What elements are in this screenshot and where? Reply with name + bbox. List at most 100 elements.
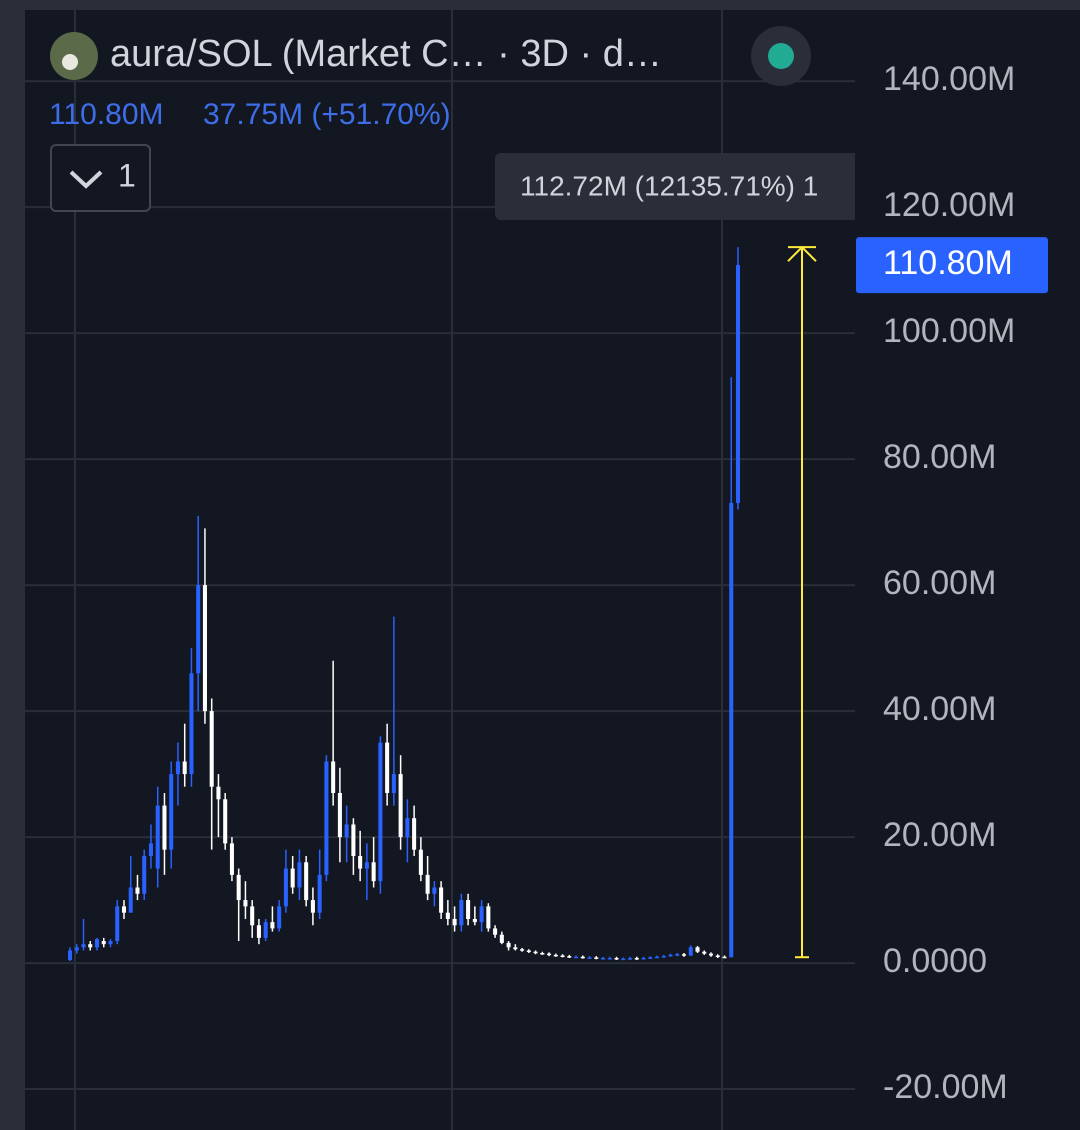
candle-body [243, 900, 248, 907]
candle-body [486, 906, 491, 929]
candle-body [702, 951, 707, 954]
candle-body [439, 887, 444, 913]
candle-body [553, 954, 558, 957]
candle-body [445, 912, 450, 919]
candle-body [601, 958, 606, 960]
candle-body [229, 843, 234, 875]
candle-body [169, 774, 174, 850]
candle-body [351, 824, 356, 856]
candle-body [715, 955, 720, 958]
candle-body [695, 947, 700, 952]
candle-body [189, 673, 194, 775]
candle-body [560, 955, 565, 958]
candle-body [223, 799, 228, 844]
indicator-count: 1 [118, 157, 136, 193]
candle-body [256, 925, 261, 938]
price-tag [856, 237, 1048, 294]
candle-body [142, 855, 147, 894]
candle-body [580, 956, 585, 959]
candle-body [88, 944, 93, 948]
candle-body [688, 947, 693, 956]
candle-body [331, 761, 336, 793]
candle-body [614, 958, 619, 960]
candle-body [418, 849, 423, 875]
overlay [787, 245, 817, 959]
candle-body [493, 928, 498, 935]
status-dot [768, 43, 794, 69]
candle-body [108, 941, 113, 945]
candle-body [121, 906, 127, 913]
candle-body [74, 947, 79, 951]
candle-body [681, 954, 687, 956]
candle-body [304, 862, 309, 901]
candle-body [290, 868, 295, 888]
tooltip-text: 112.72M (12135.71%) 1 [520, 170, 818, 201]
candle-body [196, 585, 201, 674]
candle-body [115, 906, 120, 942]
candle-body [364, 862, 369, 869]
candle-body [209, 711, 214, 787]
candle-body [708, 953, 714, 956]
price-tag-label: 110.80M [883, 244, 1013, 282]
grid [25, 80, 855, 1091]
candle-body [533, 951, 538, 954]
indicator-toggle[interactable] [50, 144, 151, 212]
candle-body [655, 956, 660, 959]
chevron-icon [69, 170, 103, 189]
candle-body [729, 502, 734, 958]
candle-body [412, 818, 417, 850]
candle-body [337, 792, 342, 838]
candle-body [634, 958, 639, 960]
y-tick-label: 20.00M [883, 816, 996, 854]
candle-body [513, 947, 518, 950]
y-tick-label: -20.00M [883, 1068, 1008, 1106]
candle-body [148, 843, 153, 856]
candle-body [67, 950, 73, 960]
candle-body [506, 942, 511, 948]
candle-body [668, 954, 673, 957]
candle-body [344, 824, 349, 838]
candle-body [371, 862, 376, 882]
candle-body [81, 944, 86, 948]
candle-body [641, 958, 646, 960]
candle-body [236, 874, 241, 901]
candle-body [648, 957, 653, 959]
candle-body [202, 585, 207, 712]
candle-body [540, 952, 545, 955]
y-tick-label: 40.00M [883, 690, 996, 728]
candle-body [452, 918, 457, 926]
candle-body [520, 949, 525, 951]
candle-body [675, 954, 680, 956]
candle-body [574, 956, 579, 959]
scale-divider [855, 10, 857, 1130]
candle-body [263, 922, 268, 938]
candle-body [587, 957, 592, 959]
y-tick-label: 140.00M [883, 60, 1015, 98]
y-tick-label: 0.0000 [883, 942, 987, 980]
candle-body [594, 957, 599, 959]
candle-body [162, 805, 167, 850]
candle-body [182, 761, 187, 775]
candle-body [391, 774, 396, 793]
candle-body [526, 950, 531, 952]
candle-body [621, 958, 626, 961]
legend-change: 37.75M (+51.70%) [203, 98, 451, 131]
symbol-avatar-detail [62, 54, 78, 70]
y-tick-label: 100.00M [883, 312, 1015, 350]
candle-body [499, 934, 504, 943]
candle-body [479, 906, 484, 923]
candle-body [378, 742, 383, 882]
candle-body [459, 900, 464, 926]
candle-body [385, 742, 390, 793]
candle-body [128, 887, 133, 913]
candle-body [310, 900, 315, 913]
candle-body [317, 874, 322, 913]
candle-body [607, 958, 612, 960]
candle-body [101, 941, 106, 945]
candle-body [425, 874, 430, 894]
candle-body [94, 939, 100, 948]
y-tick-label: 120.00M [883, 186, 1015, 224]
y-tick-label: 80.00M [883, 438, 996, 476]
chart-title[interactable]: aura/SOL (Market C… · 3D · d… [110, 33, 662, 75]
